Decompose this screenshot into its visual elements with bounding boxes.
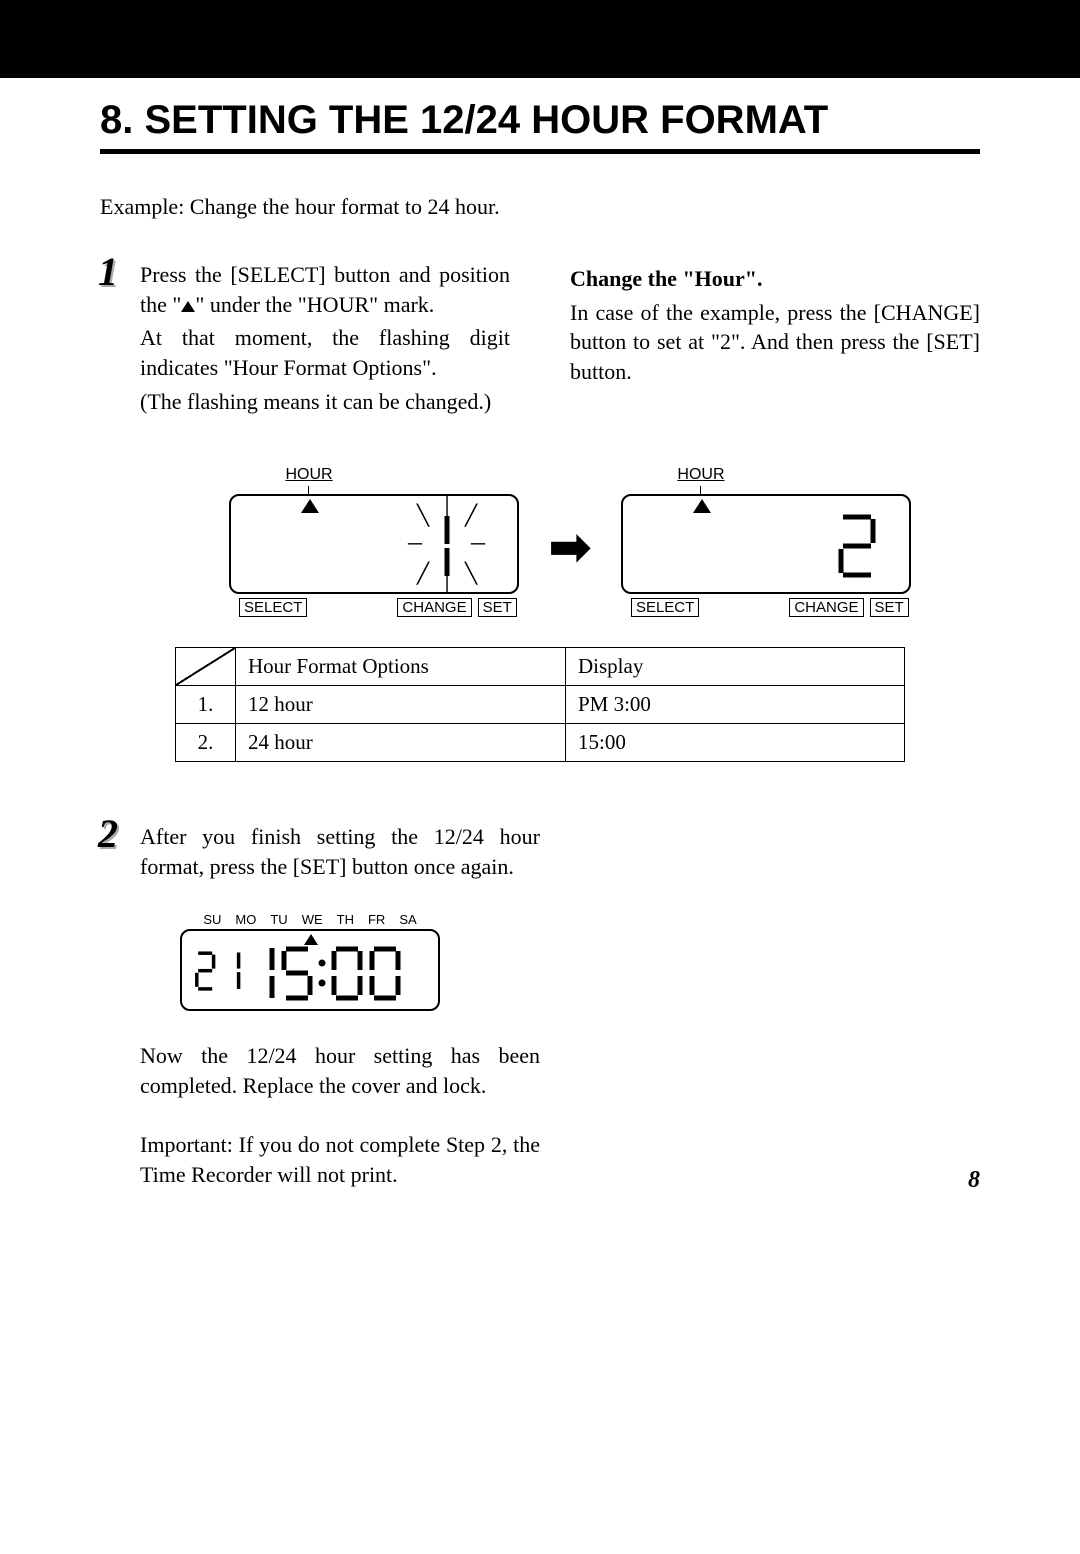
lcd-left: HOUR ╲ ╱ ─ ─ ╱ ╲ │ │ SELECT (229, 466, 519, 617)
section-title: 8. SETTING THE 12/24 HOUR FORMAT (100, 98, 980, 154)
change-button-label: CHANGE (397, 598, 471, 617)
lcd-row: HOUR ╲ ╱ ─ ─ ╱ ╲ │ │ SELECT (160, 466, 980, 617)
digit-2-icon (837, 511, 879, 581)
triangle-inline-icon (181, 301, 195, 312)
set-button-label: SET (870, 598, 909, 617)
step1-columns: 1 Press the [SELECT] button and position… (100, 260, 980, 446)
col-header-options: Hour Format Options (236, 648, 566, 686)
change-button-label: CHANGE (789, 598, 863, 617)
table-row: 1. 12 hour PM 3:00 (176, 686, 905, 724)
step1-p1: Press the [SELECT] button and position t… (140, 260, 510, 319)
flash-mark-icon: ╲ (417, 506, 429, 526)
row-disp: PM 3:00 (566, 686, 905, 724)
lcd-box-right (621, 494, 911, 594)
date-21-icon (194, 949, 254, 999)
step2-number: 2 (98, 810, 118, 857)
lcd-final-wrap: SU MO TU WE TH FR SA (180, 912, 540, 1011)
arrow-right-icon: ➡ (549, 522, 591, 572)
step1-number: 1 (98, 248, 118, 295)
flash-mark-icon: ╱ (417, 564, 429, 584)
hour-label-left: HOUR (285, 466, 332, 484)
step2-block: 2 After you finish setting the 12/24 hou… (100, 822, 540, 881)
step2-p3: Important: If you do not complete Step 2… (140, 1130, 540, 1189)
set-button-label: SET (478, 598, 517, 617)
select-button-label: SELECT (631, 598, 699, 617)
flash-mark-icon: │ (440, 572, 454, 592)
triangle-up-icon (693, 499, 711, 513)
page-number: 8 (968, 1167, 980, 1194)
step1-p2: At that moment, the flashing digit indic… (140, 323, 510, 382)
lcd-right: HOUR SELECT CHANGE SET (621, 466, 911, 617)
day-label: SA (399, 912, 416, 927)
table-header-row: Hour Format Options Display (176, 648, 905, 686)
rightcol-p1: In case of the example, press the [CHANG… (570, 298, 980, 387)
row-opt: 12 hour (236, 686, 566, 724)
flash-mark-icon: ─ (408, 534, 422, 554)
step2-p1: After you finish setting the 12/24 hour … (140, 822, 540, 881)
table-row: 2. 24 hour 15:00 (176, 724, 905, 762)
step1-block: 1 Press the [SELECT] button and position… (100, 260, 510, 416)
step1-p3: (The flashing means it can be changed.) (140, 387, 510, 417)
options-table: Hour Format Options Display 1. 12 hour P… (175, 647, 905, 762)
flash-mark-icon: ╲ (465, 564, 477, 584)
col-header-display: Display (566, 648, 905, 686)
lcd-box-left: ╲ ╱ ─ ─ ╱ ╲ │ │ (229, 494, 519, 594)
step2-p2: Now the 12/24 hour setting has been comp… (140, 1041, 540, 1100)
header-black-bar (0, 0, 1080, 78)
page-content: 8. SETTING THE 12/24 HOUR FORMAT Example… (0, 78, 1080, 1234)
flash-mark-icon: │ (440, 498, 454, 518)
hour-label-right: HOUR (677, 466, 724, 484)
day-label: MO (235, 912, 256, 927)
select-button-label: SELECT (239, 598, 307, 617)
row-opt: 24 hour (236, 724, 566, 762)
days-row: SU MO TU WE TH FR SA (180, 912, 440, 927)
day-label: TH (337, 912, 354, 927)
table-corner-cell (176, 648, 236, 686)
flash-mark-icon: ─ (471, 534, 485, 554)
triangle-up-icon (301, 499, 319, 513)
flash-mark-icon: ╱ (465, 506, 477, 526)
change-hour-heading: Change the "Hour". (570, 264, 980, 294)
row-disp: 15:00 (566, 724, 905, 762)
day-label: WE (302, 912, 323, 927)
lcd-final-box (180, 929, 440, 1011)
day-label: TU (270, 912, 287, 927)
day-label: SU (203, 912, 221, 927)
row-num: 1. (176, 686, 236, 724)
example-line: Example: Change the hour format to 24 ho… (100, 194, 980, 220)
day-label: FR (368, 912, 385, 927)
row-num: 2. (176, 724, 236, 762)
time-1500-icon (258, 943, 428, 1003)
